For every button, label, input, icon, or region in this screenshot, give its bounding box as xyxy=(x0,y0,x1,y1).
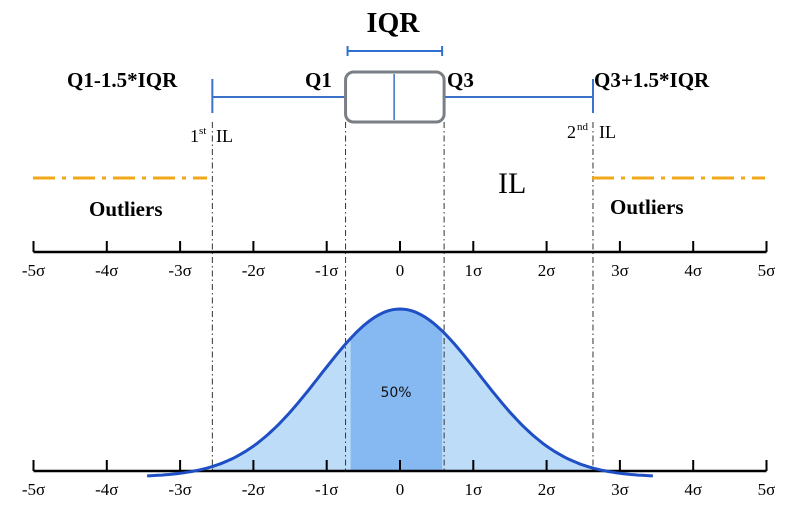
bottom-tick-label: 1σ xyxy=(464,480,482,499)
box-plot xyxy=(211,70,594,124)
iqr-bracket xyxy=(346,46,444,56)
svg-text:1: 1 xyxy=(190,126,199,146)
bottom-tick-label: -5σ xyxy=(22,480,45,499)
top-tick-label: -4σ xyxy=(95,261,118,280)
dashed-guides xyxy=(211,122,594,471)
svg-text:IL: IL xyxy=(599,122,616,142)
outliers-right-label: Outliers xyxy=(610,195,684,219)
il-center-label: IL xyxy=(498,167,526,200)
distribution-fills xyxy=(212,309,595,471)
top-tick-label: -1σ xyxy=(315,261,338,280)
q1-label: Q1 xyxy=(305,68,332,92)
top-tick-label: 1σ xyxy=(464,261,482,280)
iqr-area xyxy=(350,309,443,471)
sigma-axis-top: -5σ -4σ -3σ -2σ -1σ 0 1σ 2σ 3σ 4σ 5σ xyxy=(22,241,776,280)
top-tick-label: -5σ xyxy=(22,261,45,280)
bottom-tick-label: -3σ xyxy=(168,480,191,499)
bottom-tick-label: -4σ xyxy=(95,480,118,499)
svg-text:st: st xyxy=(199,125,206,137)
sigma-axis-bottom: -5σ -4σ -3σ -2σ -1σ 0 1σ 2σ 3σ 4σ 5σ xyxy=(22,460,776,499)
bottom-tick-label: -2σ xyxy=(242,480,265,499)
svg-text:2: 2 xyxy=(567,122,576,142)
upper-fence-label: Q3+1.5*IQR xyxy=(594,68,710,92)
bottom-tick-label: 4σ xyxy=(684,480,702,499)
top-tick-label: 3σ xyxy=(611,261,629,280)
second-il-label: 2 nd IL xyxy=(567,121,616,142)
top-tick-label: 5σ xyxy=(758,261,776,280)
top-tick-label: -2σ xyxy=(242,261,265,280)
bottom-tick-label: 3σ xyxy=(611,480,629,499)
top-tick-label: 0 xyxy=(396,261,405,280)
iqr-title: IQR xyxy=(367,8,421,39)
center-percent-label: 50% xyxy=(380,385,411,401)
bottom-tick-label: 0 xyxy=(396,480,405,499)
bottom-tick-label: -1σ xyxy=(315,480,338,499)
bottom-tick-label: 5σ xyxy=(758,480,776,499)
bottom-tick-label: 2σ xyxy=(538,480,556,499)
outliers-left-label: Outliers xyxy=(89,197,163,221)
lower-fence-label: Q1-1.5*IQR xyxy=(67,68,178,92)
svg-text:IL: IL xyxy=(216,126,233,146)
top-tick-label: -3σ xyxy=(168,261,191,280)
normal-curve xyxy=(147,307,653,478)
q3-label: Q3 xyxy=(447,68,474,92)
top-tick-label: 2σ xyxy=(538,261,556,280)
first-il-label: 1 st IL xyxy=(190,125,233,146)
svg-text:nd: nd xyxy=(577,121,589,133)
top-tick-label: 4σ xyxy=(684,261,702,280)
